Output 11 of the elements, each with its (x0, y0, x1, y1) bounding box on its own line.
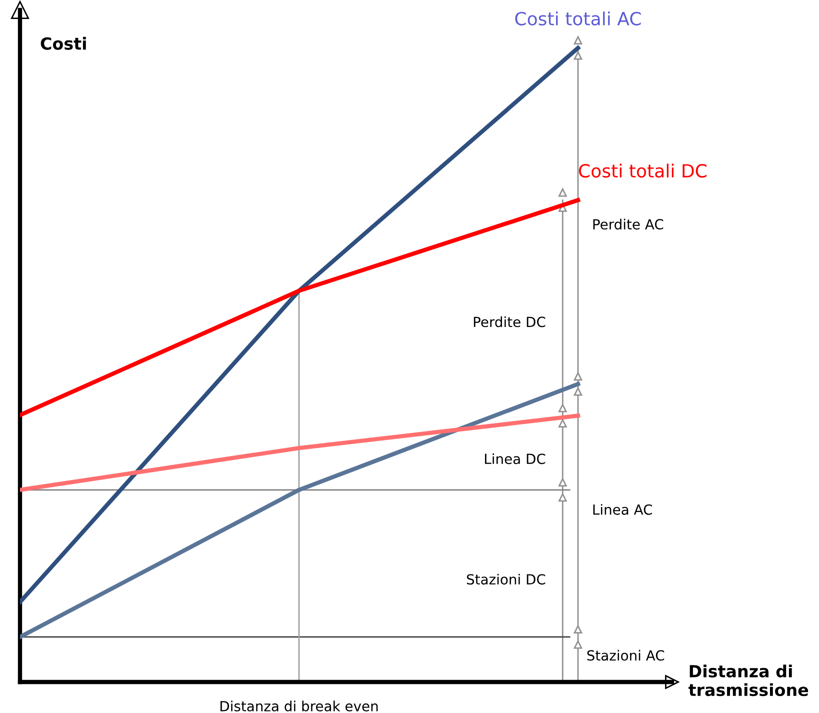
text: Perdite AC (593, 218, 664, 230)
series-label: Costi totali DC (579, 164, 706, 178)
annotation: Linea DC (485, 453, 546, 464)
text: Distanza di trasmissione (688, 664, 808, 696)
text: Linea AC (593, 504, 652, 515)
annotation: Perdite DC (474, 316, 546, 328)
text: Distanza di break even (220, 700, 378, 712)
annotation: Stazioni DC (466, 574, 546, 585)
y-axis-title: Costi (40, 36, 86, 50)
text: Stazioni AC (587, 650, 664, 661)
series-label: Costi totali AC (515, 12, 641, 26)
